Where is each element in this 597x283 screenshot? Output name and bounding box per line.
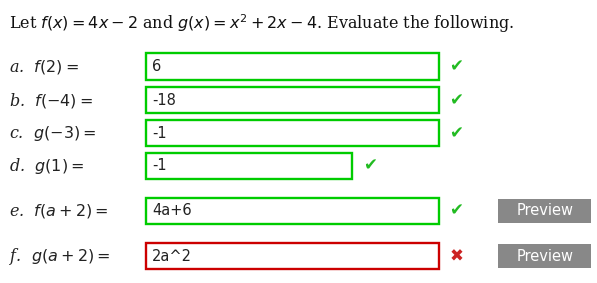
FancyBboxPatch shape (146, 243, 439, 269)
Text: ✔: ✔ (450, 91, 463, 110)
Text: 6: 6 (152, 59, 161, 74)
FancyBboxPatch shape (146, 53, 439, 80)
FancyBboxPatch shape (146, 120, 439, 146)
FancyBboxPatch shape (498, 244, 591, 268)
Text: ✔: ✔ (450, 124, 463, 142)
Text: Preview: Preview (516, 248, 573, 264)
Text: Let $f(x) = 4x - 2$ and $g(x) = x^2 + 2x - 4$. Evaluate the following.: Let $f(x) = 4x - 2$ and $g(x) = x^2 + 2x… (9, 13, 514, 35)
FancyBboxPatch shape (146, 198, 439, 224)
FancyBboxPatch shape (146, 87, 439, 113)
Text: c.  $g(-3) =$: c. $g(-3) =$ (9, 123, 96, 143)
Text: ✔: ✔ (363, 156, 377, 175)
Text: -1: -1 (152, 125, 167, 141)
Text: e.  $f(a+2) =$: e. $f(a+2) =$ (9, 202, 108, 220)
FancyBboxPatch shape (498, 199, 591, 223)
Text: d.  $g(1) =$: d. $g(1) =$ (9, 156, 84, 175)
Text: ✔: ✔ (450, 202, 463, 220)
Text: ✔: ✔ (450, 57, 463, 76)
Text: -1: -1 (152, 158, 167, 173)
FancyBboxPatch shape (146, 153, 352, 179)
Text: f.  $g(a+2) =$: f. $g(a+2) =$ (9, 246, 110, 267)
Text: ✖: ✖ (450, 247, 463, 265)
Text: 2a^2: 2a^2 (152, 248, 192, 264)
Text: -18: -18 (152, 93, 176, 108)
Text: a.  $f(2) =$: a. $f(2) =$ (9, 57, 79, 76)
Text: 4a+6: 4a+6 (152, 203, 192, 218)
Text: b.  $f(-4) =$: b. $f(-4) =$ (9, 91, 93, 110)
Text: Preview: Preview (516, 203, 573, 218)
